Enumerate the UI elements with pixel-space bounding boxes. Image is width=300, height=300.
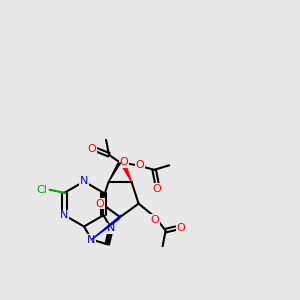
Text: O: O — [120, 157, 128, 167]
Text: N: N — [60, 210, 69, 220]
Text: O: O — [96, 199, 104, 208]
Text: O: O — [88, 144, 96, 154]
Text: N: N — [80, 176, 88, 187]
Polygon shape — [92, 215, 121, 240]
Text: Cl: Cl — [37, 185, 47, 195]
Text: O: O — [151, 214, 160, 224]
Text: N: N — [107, 223, 115, 233]
Text: O: O — [177, 223, 186, 232]
Text: O: O — [153, 184, 162, 194]
Text: O: O — [136, 160, 145, 170]
Polygon shape — [109, 163, 121, 182]
Polygon shape — [122, 164, 131, 182]
Text: N: N — [87, 235, 96, 244]
